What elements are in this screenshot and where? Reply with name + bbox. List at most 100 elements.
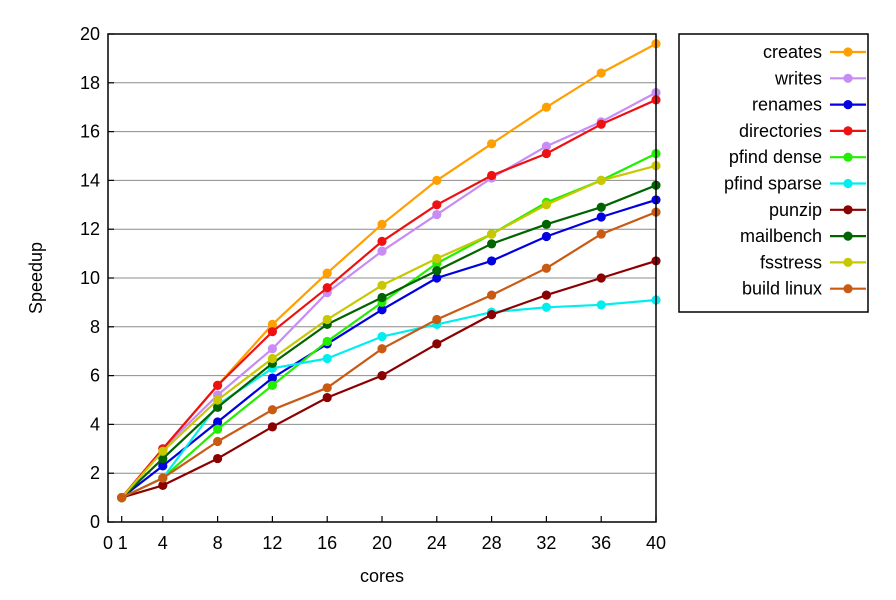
legend-frame bbox=[678, 33, 869, 313]
series-pfind-dense bbox=[117, 148, 661, 503]
series-creates bbox=[117, 39, 661, 503]
data-point bbox=[158, 480, 168, 490]
data-point bbox=[213, 424, 223, 434]
data-point bbox=[541, 200, 552, 210]
legend-items: creates writes renames directories pfind den… bbox=[724, 42, 866, 299]
data-point bbox=[432, 209, 442, 220]
data-point bbox=[377, 344, 387, 354]
y-tick-label: 6 bbox=[90, 366, 100, 386]
data-point bbox=[596, 300, 606, 310]
data-point bbox=[158, 461, 168, 471]
legend-swatch-marker bbox=[843, 284, 853, 294]
y-tick-label: 8 bbox=[90, 317, 100, 337]
y-axis-title: Speedup bbox=[26, 242, 46, 314]
grid-lines bbox=[108, 82, 656, 474]
y-tick-label: 12 bbox=[80, 219, 100, 239]
legend-swatch-marker bbox=[843, 178, 853, 189]
x-axis-title: cores bbox=[360, 566, 404, 586]
series-line bbox=[121, 152, 657, 499]
legend-entry: directories bbox=[739, 121, 866, 141]
legend-swatch-marker bbox=[843, 100, 853, 110]
data-point bbox=[117, 493, 127, 503]
x-tick-label: 1 bbox=[118, 533, 128, 553]
data-point bbox=[541, 231, 552, 242]
data-point bbox=[213, 417, 223, 427]
data-point bbox=[377, 371, 387, 381]
legend-label: writes bbox=[774, 68, 822, 88]
legend-entry: renames bbox=[752, 95, 866, 115]
data-point bbox=[377, 236, 387, 246]
data-point bbox=[432, 175, 442, 185]
data-point bbox=[487, 256, 497, 266]
y-tick-label: 16 bbox=[80, 122, 100, 142]
data-point bbox=[487, 139, 497, 149]
data-point bbox=[432, 200, 442, 210]
data-point bbox=[432, 253, 442, 264]
legend-label: build linux bbox=[742, 279, 822, 299]
legend-entry: mailbench bbox=[740, 226, 866, 246]
data-point bbox=[541, 141, 552, 151]
data-point bbox=[213, 395, 223, 405]
data-point bbox=[267, 373, 277, 383]
y-tick-label: 4 bbox=[90, 414, 100, 434]
x-tick-label: 12 bbox=[262, 533, 282, 553]
x-tick-label: 32 bbox=[536, 533, 556, 553]
x-tick-label: 20 bbox=[372, 533, 392, 553]
data-point bbox=[267, 319, 277, 329]
data-point bbox=[267, 344, 277, 354]
data-point bbox=[267, 380, 277, 390]
legend-label: creates bbox=[763, 42, 822, 62]
y-tick-label: 2 bbox=[90, 463, 100, 483]
data-point bbox=[267, 422, 277, 432]
data-point bbox=[377, 305, 387, 315]
data-point bbox=[541, 102, 552, 112]
series-fsstress bbox=[117, 161, 661, 503]
series-build-linux bbox=[117, 207, 661, 503]
y-tick-label: 20 bbox=[80, 24, 100, 44]
data-point bbox=[487, 310, 497, 320]
data-point bbox=[213, 402, 223, 412]
data-point bbox=[596, 212, 606, 222]
legend-swatch-marker bbox=[843, 152, 853, 162]
data-point bbox=[322, 314, 332, 325]
data-point bbox=[596, 273, 606, 283]
legend-entry: fsstress bbox=[760, 252, 866, 272]
legend-label: pfind dense bbox=[729, 147, 822, 167]
data-point bbox=[322, 353, 332, 364]
legend-label: renames bbox=[752, 95, 822, 115]
data-point bbox=[377, 331, 387, 342]
legend-label: directories bbox=[739, 121, 822, 141]
series-line bbox=[121, 211, 657, 499]
data-point bbox=[377, 280, 387, 290]
data-point bbox=[158, 473, 168, 483]
legend: creates writes renames directories pfind den… bbox=[678, 33, 869, 313]
legend-label: fsstress bbox=[760, 252, 822, 272]
legend-label: pfind sparse bbox=[724, 174, 822, 194]
x-tick-label: 28 bbox=[482, 533, 502, 553]
legend-swatch-marker bbox=[843, 257, 853, 267]
series-directories bbox=[117, 95, 661, 503]
legend-swatch-marker bbox=[843, 73, 853, 83]
legend-swatch-marker bbox=[843, 126, 853, 136]
y-tick-label: 14 bbox=[80, 170, 100, 190]
series-line bbox=[121, 298, 657, 499]
legend-entry: writes bbox=[774, 68, 866, 88]
data-point bbox=[322, 383, 332, 393]
data-point bbox=[541, 263, 552, 273]
legend-entry: punzip bbox=[769, 200, 866, 220]
data-point bbox=[596, 68, 606, 78]
data-point bbox=[213, 453, 223, 464]
data-point bbox=[541, 148, 552, 159]
y-tick-label: 18 bbox=[80, 73, 100, 93]
data-point bbox=[432, 266, 442, 276]
x-tick-label: 0 bbox=[103, 533, 113, 553]
data-point bbox=[267, 353, 277, 364]
data-point bbox=[432, 273, 442, 283]
data-point bbox=[432, 314, 442, 325]
data-point bbox=[487, 229, 497, 239]
legend-entry: creates bbox=[763, 42, 866, 62]
series-line bbox=[120, 42, 657, 499]
data-point bbox=[158, 446, 168, 456]
legend-swatch-marker bbox=[843, 205, 853, 215]
